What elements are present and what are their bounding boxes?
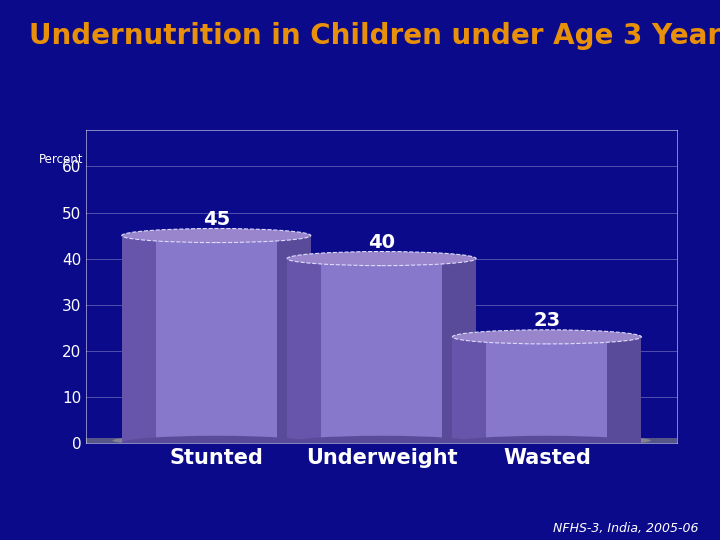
Ellipse shape	[452, 436, 642, 450]
Bar	[487, 337, 608, 443]
Bar	[156, 235, 276, 443]
Bar	[86, 438, 677, 450]
Bar	[276, 235, 311, 443]
Ellipse shape	[452, 330, 642, 344]
Bar	[442, 259, 476, 443]
Ellipse shape	[122, 228, 311, 242]
Text: Percent: Percent	[39, 153, 84, 166]
Bar	[321, 259, 442, 443]
Text: Undernutrition in Children under Age 3 Years: Undernutrition in Children under Age 3 Y…	[29, 22, 720, 50]
Text: 40: 40	[368, 233, 395, 252]
Text: 23: 23	[534, 311, 560, 330]
Ellipse shape	[122, 436, 311, 450]
Text: NFHS-3, India, 2005-06: NFHS-3, India, 2005-06	[553, 522, 698, 535]
Bar	[452, 337, 487, 443]
Ellipse shape	[443, 435, 651, 446]
Bar	[287, 259, 321, 443]
Ellipse shape	[287, 436, 476, 450]
Ellipse shape	[278, 435, 485, 446]
Bar	[122, 235, 156, 443]
Bar	[608, 337, 642, 443]
Text: 45: 45	[202, 210, 230, 228]
Ellipse shape	[112, 435, 320, 446]
Ellipse shape	[287, 252, 476, 266]
